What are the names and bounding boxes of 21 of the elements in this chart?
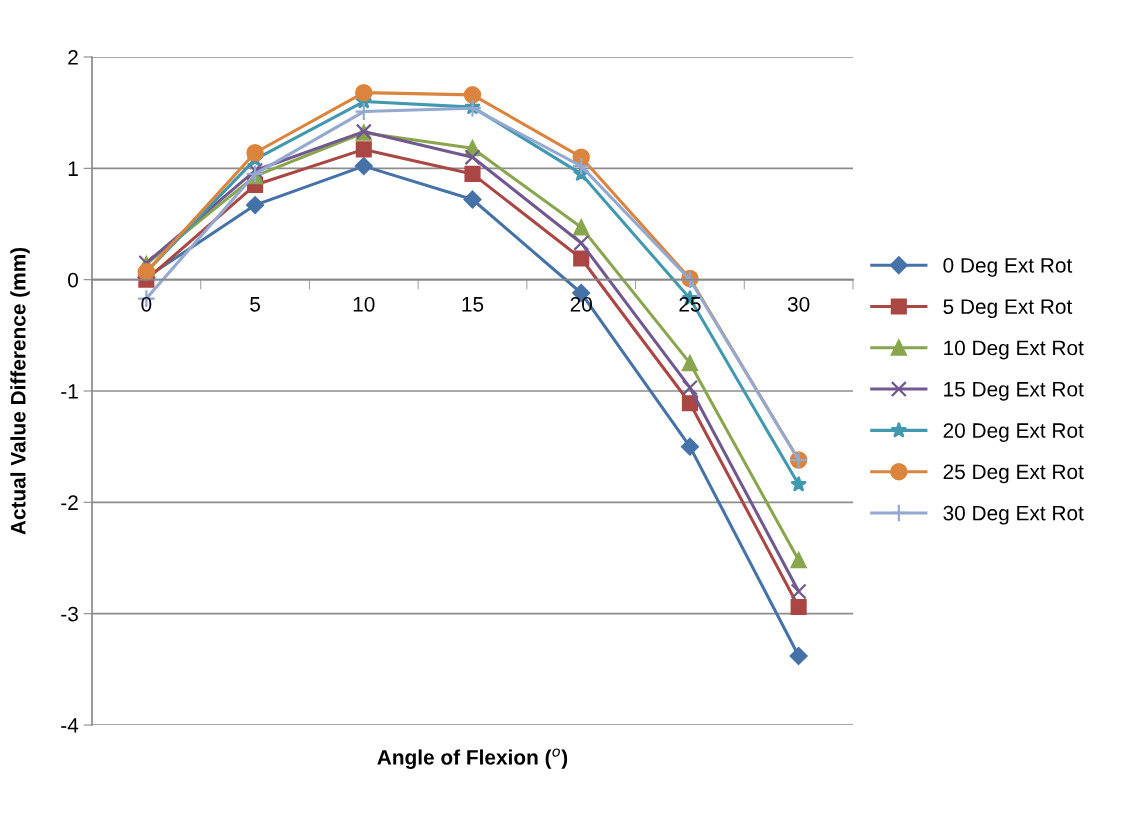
x-tick-label: 10 bbox=[353, 296, 375, 312]
y-tick-label: -4 bbox=[61, 718, 79, 733]
x-tick-label: 0 bbox=[141, 296, 152, 312]
legend-label: 15 Deg Ext Rot bbox=[944, 382, 1084, 401]
y-axis-title: Actual Value Difference (mm) bbox=[10, 247, 30, 535]
x-tick-label: 5 bbox=[250, 297, 260, 312]
legend-label: 25 Deg Ext Rot bbox=[943, 464, 1084, 484]
legend-label: 10 Deg Ext Rot bbox=[944, 340, 1084, 360]
y-tick-label: 1 bbox=[68, 161, 78, 176]
legend-label: 20 Deg Ext Rot bbox=[943, 423, 1084, 443]
x-tick-label: 15 bbox=[462, 297, 484, 312]
y-tick-label: 0 bbox=[68, 272, 78, 288]
legend-label: 0 Deg Ext Rot bbox=[943, 257, 1073, 277]
legend-label: 5 Deg Ext Rot bbox=[943, 299, 1073, 319]
x-tick-label: 30 bbox=[787, 296, 810, 312]
y-tick-label: -2 bbox=[61, 495, 78, 510]
y-tick-label: -1 bbox=[61, 384, 78, 399]
y-tick-label: 2 bbox=[68, 50, 78, 65]
y-tick-label: -3 bbox=[61, 606, 78, 622]
legend-label: 30 Deg Ext Rot bbox=[943, 505, 1084, 525]
x-axis-title: Angle of Flexion ($^{o}$) bbox=[377, 748, 568, 769]
